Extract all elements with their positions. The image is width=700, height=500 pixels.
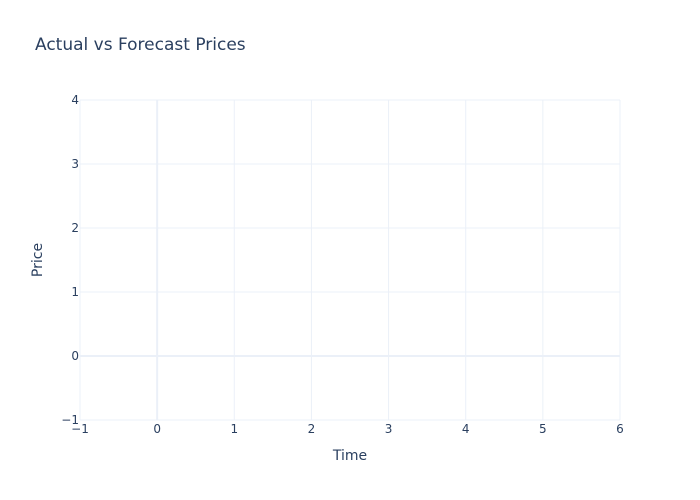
x-tick-label: 6 xyxy=(616,422,624,436)
x-tick-label: 0 xyxy=(153,422,161,436)
x-tick-label: 1 xyxy=(230,422,238,436)
y-tick-label: 3 xyxy=(71,157,79,171)
y-tick-label: 4 xyxy=(71,93,79,107)
tick-layer: −1 0 1 2 3 4 5 6 −1 0 1 2 3 4 xyxy=(61,93,624,436)
chart-title: Actual vs Forecast Prices xyxy=(35,35,246,55)
y-tick-label: 2 xyxy=(71,221,79,235)
y-tick-label: 1 xyxy=(71,285,79,299)
grid-layer xyxy=(79,99,621,421)
y-tick-label: 0 xyxy=(71,349,79,363)
x-tick-label: 5 xyxy=(539,422,547,436)
x-tick-label: 3 xyxy=(385,422,393,436)
x-tick-label: 2 xyxy=(308,422,316,436)
x-tick-label: −1 xyxy=(71,422,89,436)
x-axis-title: Time xyxy=(332,448,367,464)
x-tick-label: 4 xyxy=(462,422,470,436)
zeroline-layer xyxy=(80,100,620,420)
y-axis-title: Price xyxy=(30,243,46,277)
y-tick-label: −1 xyxy=(61,413,79,427)
